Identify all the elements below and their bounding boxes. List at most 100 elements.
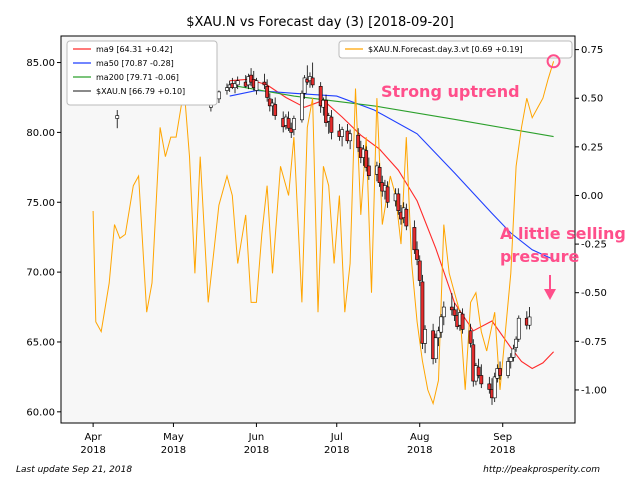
- candle-body: [300, 92, 304, 121]
- series-line-ma9: [229, 78, 554, 370]
- annotations: Strong uptrend A little selling pressure: [381, 54, 626, 300]
- x-tick-label: Apr: [84, 432, 102, 443]
- candle-body: [329, 116, 334, 133]
- candle-body: [265, 85, 270, 98]
- x-tick-label: May: [163, 432, 184, 443]
- footer-last-update: Last update Sep 21, 2018: [16, 465, 132, 475]
- x-tick-year: 2018: [80, 445, 105, 456]
- candle-body: [262, 81, 267, 86]
- candle-body: [377, 167, 382, 183]
- y-left-tick-label: 85.00: [26, 58, 55, 69]
- candle-body: [324, 99, 328, 123]
- y-right-tick-label: -0.50: [581, 288, 607, 299]
- candle-body: [506, 361, 510, 376]
- legend-left-box: [66, 40, 218, 106]
- candle-body: [423, 329, 427, 344]
- candles: [115, 62, 532, 405]
- candle-body: [233, 83, 237, 88]
- legend-left-label: ma200 [79.71 -0.06]: [96, 73, 179, 82]
- y-left-tick-label: 75.00: [26, 198, 55, 209]
- x-tick-year: 2018: [161, 445, 186, 456]
- y-right-tick-label: -0.25: [581, 240, 607, 251]
- candle-body: [415, 249, 419, 260]
- x-tick-label: Jun: [248, 432, 265, 443]
- candle-body: [249, 74, 253, 83]
- candle-body: [310, 77, 315, 86]
- candle-body: [302, 77, 307, 94]
- y-left-tick-label: 65.00: [26, 337, 55, 348]
- candle-body: [417, 260, 422, 281]
- y-right-tick-label: 0.50: [581, 94, 603, 105]
- series-lines: [92, 61, 555, 406]
- forecast-highlight-circle: [546, 54, 561, 69]
- candle-body: [273, 104, 278, 116]
- candle-body: [420, 281, 425, 344]
- x-tick-year: 2018: [324, 445, 349, 456]
- series-line-ma200: [229, 84, 554, 138]
- chart-title: $XAU.N vs Forecast day (3) [2018-09-20]: [186, 15, 454, 30]
- candle-body: [217, 91, 221, 100]
- x-tick-label: Aug: [410, 432, 430, 443]
- candle-body: [348, 133, 353, 142]
- candle-body: [514, 338, 519, 348]
- annotation-arrow-head: [544, 289, 556, 300]
- series-line-ma50: [229, 89, 554, 261]
- candle-body: [439, 316, 444, 333]
- y-left-tick-label: 60.00: [26, 407, 55, 418]
- annotation-selling-pressure-line2: pressure: [500, 247, 580, 266]
- candle-body: [471, 344, 476, 382]
- x-tick-label: Jul: [330, 432, 343, 443]
- candle-body: [225, 87, 229, 91]
- x-tick-year: 2018: [244, 445, 269, 456]
- candle-body: [511, 348, 516, 358]
- footer-url: http://peakprosperity.com: [483, 465, 600, 475]
- candle-body: [436, 330, 441, 339]
- candle-body: [487, 383, 492, 390]
- legend-left-label: $XAU.N [66.79 +0.10]: [96, 87, 185, 96]
- candle-body: [356, 134, 361, 149]
- y-right-tick-label: -0.75: [581, 337, 607, 348]
- candle-body: [364, 150, 369, 168]
- candle-body: [498, 368, 502, 376]
- candle-body: [404, 208, 409, 227]
- candle-body: [292, 118, 296, 130]
- candle-body: [385, 186, 390, 203]
- candle-body: [460, 313, 465, 330]
- candle-body: [340, 129, 344, 137]
- candle-body: [476, 366, 481, 376]
- candle-body: [366, 165, 371, 177]
- candle-body: [235, 80, 240, 86]
- candle-body: [479, 375, 484, 385]
- x-tick-label: Sep: [493, 432, 512, 443]
- y-right-tick-label: 0.25: [581, 142, 603, 153]
- candle-body: [254, 80, 259, 91]
- axis-ticks: 60.00 65.00 70.00 75.00 80.00 85.00 -1.00 -0.75…: [26, 45, 607, 456]
- series-line--xau-n-forecast-day-3-vt: [92, 61, 555, 406]
- x-tick-year: 2018: [407, 445, 432, 456]
- y-left-tick-label: 70.00: [26, 268, 55, 279]
- legend-right-box: [338, 40, 573, 59]
- candle-body: [115, 115, 120, 119]
- y-left-tick-label: 80.00: [26, 128, 55, 139]
- candle-body: [267, 98, 272, 107]
- candle-body: [527, 316, 532, 326]
- candle-body: [396, 193, 401, 211]
- y-right-tick-label: -1.00: [581, 385, 607, 396]
- candle-body: [468, 330, 473, 344]
- candle-body: [492, 376, 497, 399]
- legend-left-label: ma50 [70.87 -0.28]: [96, 59, 174, 68]
- candle-body: [449, 306, 454, 311]
- candle-body: [412, 227, 417, 251]
- candle-body: [289, 127, 294, 133]
- annotation-strong-uptrend: Strong uptrend: [381, 82, 520, 101]
- legend-left-label: ma9 [64.31 +0.42]: [96, 45, 173, 54]
- x-tick-year: 2018: [490, 445, 515, 456]
- candle-body: [508, 357, 513, 362]
- candle-body: [452, 309, 457, 316]
- legends: ma9 [64.31 +0.42] ma50 [70.87 -0.28] ma200…: [66, 40, 573, 106]
- candle-body: [286, 118, 291, 129]
- annotation-selling-pressure-line1: A little selling: [500, 224, 626, 243]
- candle-body: [516, 317, 521, 340]
- y-right-tick-label: 0.00: [581, 191, 603, 202]
